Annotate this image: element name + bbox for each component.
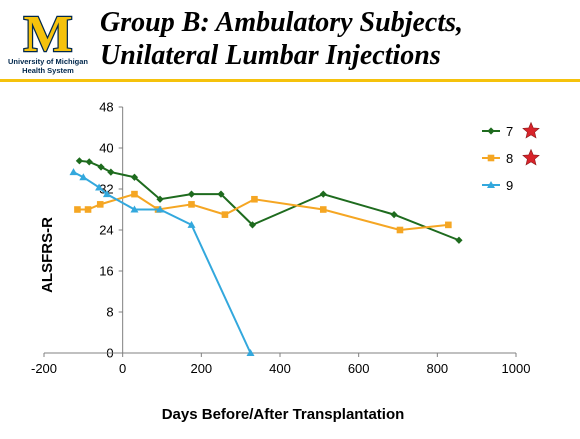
legend-label: 9 bbox=[506, 178, 513, 193]
x-tick-label: 0 bbox=[119, 361, 126, 376]
x-axis-label: Days Before/After Transplantation bbox=[162, 406, 405, 423]
x-tick-label: 800 bbox=[426, 361, 448, 376]
y-tick-label: 40 bbox=[99, 141, 113, 156]
data-point bbox=[130, 173, 139, 181]
data-point bbox=[187, 220, 196, 228]
data-point bbox=[130, 205, 139, 213]
x-axis: -200 0 200 400 600 800 1000 bbox=[31, 352, 531, 376]
title-line-2: Unilateral Lumbar Injections bbox=[100, 40, 441, 71]
data-point bbox=[390, 211, 398, 219]
y-tick-label: 24 bbox=[99, 223, 113, 238]
plot-series bbox=[69, 157, 463, 356]
slide-title: Group B: Ambulatory Subjects, Unilateral… bbox=[100, 6, 570, 72]
x-tick-label: 600 bbox=[348, 361, 370, 376]
x-tick-label: 400 bbox=[269, 361, 291, 376]
title-divider bbox=[0, 79, 580, 82]
y-tick-label: 16 bbox=[99, 264, 113, 279]
data-point bbox=[319, 206, 327, 213]
data-point bbox=[251, 195, 258, 203]
data-point bbox=[74, 206, 81, 213]
legend-item-7: 7 bbox=[482, 121, 540, 139]
data-point bbox=[156, 205, 165, 213]
y-axis-label: ALSFRS-R bbox=[39, 217, 56, 293]
series-9 bbox=[69, 168, 255, 356]
data-point bbox=[107, 168, 115, 176]
title-line-1: Group B: Ambulatory Subjects, bbox=[100, 7, 464, 38]
data-point bbox=[97, 163, 105, 171]
data-point bbox=[96, 201, 104, 208]
data-point bbox=[85, 158, 93, 166]
x-tick-label: 1000 bbox=[502, 361, 531, 376]
star-icon bbox=[522, 148, 540, 166]
logo-caption-line1: University of Michigan bbox=[7, 57, 88, 66]
legend-item-8: 8 bbox=[482, 148, 540, 166]
data-point bbox=[187, 190, 196, 198]
data-point bbox=[248, 221, 257, 229]
series-7 bbox=[75, 157, 463, 244]
legend-swatch-marker bbox=[487, 154, 495, 162]
data-point bbox=[69, 168, 78, 176]
legend-label: 7 bbox=[506, 124, 513, 139]
legend-label: 8 bbox=[506, 151, 513, 166]
legend-swatch-marker bbox=[487, 181, 495, 188]
data-point bbox=[75, 157, 83, 165]
data-point bbox=[156, 195, 164, 203]
data-point bbox=[188, 201, 195, 208]
y-tick-label: 48 bbox=[99, 100, 113, 115]
y-tick-label: 8 bbox=[106, 305, 113, 320]
data-point bbox=[84, 206, 92, 213]
y-tick-label: 32 bbox=[99, 182, 113, 197]
data-point bbox=[79, 173, 88, 181]
data-point bbox=[246, 349, 255, 356]
university-logo: M University of Michigan Health System bbox=[6, 5, 90, 76]
data-point bbox=[396, 226, 404, 234]
data-point bbox=[102, 190, 111, 198]
data-point bbox=[221, 211, 229, 218]
data-point bbox=[445, 221, 452, 229]
data-point bbox=[131, 190, 138, 198]
svg-text:M: M bbox=[23, 6, 72, 58]
logo-caption-line2: Health System bbox=[22, 66, 74, 75]
legend-item-9: 9 bbox=[482, 178, 513, 193]
legend-swatch-marker bbox=[487, 127, 495, 135]
data-point bbox=[319, 190, 327, 198]
star-icon bbox=[522, 121, 540, 139]
legend: 7 8 9 bbox=[482, 121, 540, 193]
x-tick-label: -200 bbox=[31, 361, 57, 376]
block-m-icon: M bbox=[22, 5, 74, 65]
data-point bbox=[217, 190, 225, 198]
data-point bbox=[95, 183, 104, 191]
x-tick-label: 200 bbox=[190, 361, 212, 376]
data-point bbox=[455, 236, 463, 244]
